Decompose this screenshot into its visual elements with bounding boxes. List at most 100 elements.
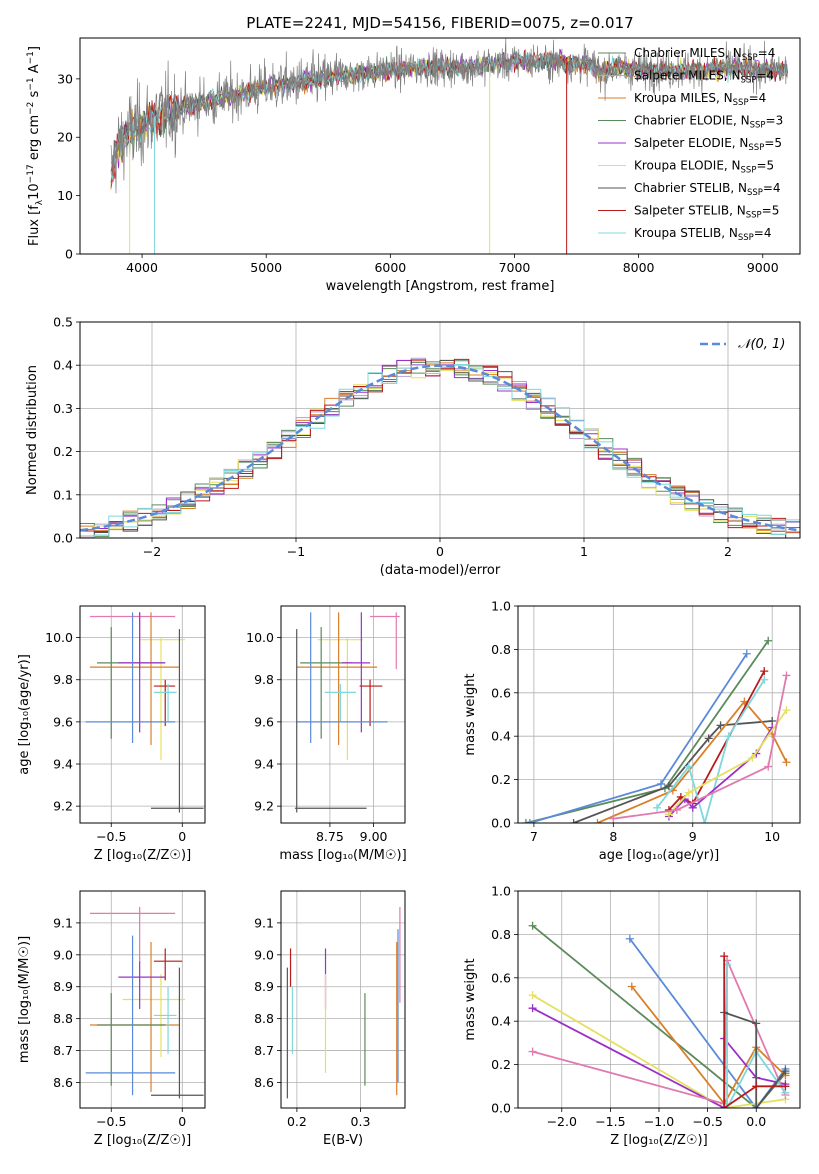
- axes-frame: [79, 890, 206, 1109]
- weight-line: [597, 700, 788, 823]
- y-label-part: ]: [27, 46, 42, 51]
- x-tick-label: −1.0: [644, 1114, 674, 1129]
- legend: Chabrier MILES, NSSP=4 Salpeter MILES, NS…: [598, 46, 783, 243]
- x-axis-label: Z [log₁₀(Z/Z☉)]: [94, 848, 191, 863]
- weight-marker: [752, 1082, 761, 1091]
- weight-marker: [664, 782, 673, 791]
- ticks: 4000 5000 6000 7000 8000 9000 0 10 20 30: [57, 71, 779, 275]
- error-point: [370, 612, 400, 670]
- error-point: [296, 612, 388, 743]
- y-tick-label: 9.0: [254, 947, 274, 962]
- x-tick-label: −0.5: [96, 1114, 126, 1129]
- x-tick-label: −2: [143, 544, 161, 559]
- y-axis-label: mass [log₁₀(M/M☉)]: [17, 936, 32, 1063]
- weight-marker: [672, 805, 681, 814]
- y-axis-label: Flux [fλ10−17 erg cm−2 s−1 A−1]: [26, 46, 45, 246]
- legend: 𝒩(0, 1): [700, 337, 785, 352]
- error-point: [153, 986, 177, 1054]
- x-tick-label: 8: [609, 829, 617, 844]
- y-axis-label: Normed distribution: [25, 365, 40, 495]
- ticks: 0.2 0.3 8.6 8.7 8.8 8.9 9.0 9.1: [254, 915, 370, 1129]
- x-axis-label: (data-model)/error: [380, 563, 501, 578]
- weight-marker: [521, 819, 530, 823]
- x-tick-label: −0.5: [692, 1114, 722, 1129]
- weight-marker: [684, 762, 693, 771]
- y-tick-label: 0.0: [53, 531, 73, 546]
- y-tick-label: 0.8: [491, 642, 511, 657]
- ticks: 8.75 9.00 9.2 9.4 9.6 9.8 10.0: [246, 630, 387, 844]
- weight-marker: [653, 803, 662, 812]
- axes-frame: [517, 605, 801, 824]
- x-tick-label: 0: [178, 1114, 186, 1129]
- x-tick-label: −0.5: [96, 829, 126, 844]
- error-point: [359, 679, 383, 727]
- plot-area: [85, 906, 204, 1099]
- error-point: [118, 961, 166, 1010]
- weight-marker: [782, 758, 791, 767]
- weight-line: [532, 994, 786, 1108]
- y-tick-label: 9.6: [53, 714, 73, 729]
- weight-line: [613, 675, 788, 820]
- legend-label: Chabrier STELIB, NSSP=4: [634, 181, 781, 198]
- error-point: [89, 906, 176, 962]
- y-tick-label: 9.8: [254, 672, 274, 687]
- y-label-part: 10: [27, 183, 42, 200]
- ticks: −0.5 0 9.2 9.4 9.6 9.8 10.0: [45, 630, 186, 844]
- weight-series: [525, 649, 751, 823]
- x-tick-label: 9000: [747, 260, 779, 275]
- y-tick-label: 30: [57, 71, 73, 86]
- plot-area: [521, 636, 791, 823]
- y-label-part: s: [27, 90, 42, 101]
- plot-area: [528, 921, 790, 1108]
- x-tick-label: −2.0: [547, 1114, 577, 1129]
- weight-series: [653, 675, 769, 823]
- weight-line: [723, 1011, 787, 1108]
- x-tick-label: 0: [436, 544, 444, 559]
- axes-frame: [280, 605, 406, 824]
- x-axis-label: Z [log₁₀(Z/Z☉)]: [94, 1133, 191, 1148]
- y-tick-label: 0.4: [491, 1014, 511, 1029]
- grid: [281, 606, 405, 823]
- x-axis-label: age [log₁₀(age/yr)]: [599, 848, 720, 863]
- y-tick-label: 1.0: [491, 599, 511, 614]
- weight-line: [668, 670, 766, 811]
- weight-line: [656, 679, 766, 823]
- weight-line: [668, 709, 788, 815]
- y-label-part: Flux [f: [27, 205, 42, 246]
- weight-marker: [609, 814, 618, 823]
- y-tick-label: 9.2: [254, 799, 274, 814]
- y-tick-label: 0: [65, 247, 73, 262]
- grid: [281, 891, 405, 1108]
- legend-label: 𝒩(0, 1): [738, 337, 785, 352]
- y-label-part: A: [27, 64, 42, 77]
- y-axis-label: age [log₁₀(age/yr)]: [17, 654, 32, 775]
- y-tick-label: 9.4: [53, 757, 73, 772]
- error-point: [153, 948, 183, 981]
- x-axis-label: E(B-V): [323, 1133, 363, 1148]
- error-point: [118, 612, 166, 733]
- x-tick-label: 0.0: [746, 1114, 766, 1129]
- y-tick-label: 20: [57, 130, 73, 145]
- legend-label: Chabrier MILES, NSSP=4: [634, 46, 775, 63]
- weight-marker: [627, 982, 636, 991]
- weight-line: [723, 956, 786, 1108]
- error-point: [151, 629, 204, 813]
- y-tick-label: 9.8: [53, 672, 73, 687]
- weight-line: [532, 925, 787, 1108]
- y-tick-label: 9.4: [254, 757, 274, 772]
- weight-marker: [760, 675, 769, 684]
- y-tick-label: 9.0: [53, 947, 73, 962]
- y-tick-label: 0.4: [491, 729, 511, 744]
- y-tick-label: 1.0: [491, 884, 511, 899]
- error-point: [324, 683, 357, 722]
- ticks: −0.5 0 8.6 8.7 8.8 8.9 9.0 9.1: [53, 915, 186, 1129]
- y-tick-label: 8.9: [254, 979, 274, 994]
- y-tick-label: 8.6: [53, 1075, 73, 1090]
- y-tick-label: 0.2: [491, 772, 511, 787]
- legend-label: Kroupa ELODIE, NSSP=5: [634, 159, 774, 176]
- y-label-part: −2: [26, 102, 36, 115]
- legend-label: Salpeter MILES, NSSP=4: [634, 69, 774, 86]
- y-tick-label: 10.0: [246, 630, 274, 645]
- y-tick-label: 8.7: [254, 1043, 274, 1058]
